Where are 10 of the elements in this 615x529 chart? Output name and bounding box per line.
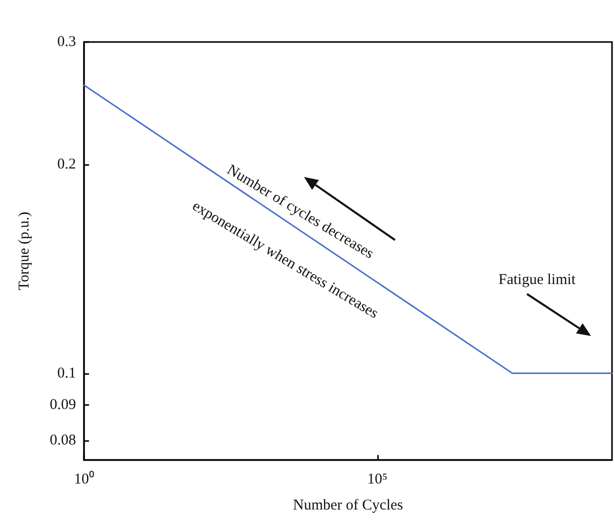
y-tick-label: 0.2	[57, 156, 76, 172]
y-tick-label: 0.09	[50, 397, 76, 414]
y-tick-label: 0.1	[57, 365, 76, 382]
x-tick-label: 10⁵	[367, 472, 388, 488]
y-tick-label: 0.08	[50, 432, 76, 449]
y-axis-title: Torque (p.u.)	[16, 212, 32, 290]
x-tick-label: 10⁰	[74, 470, 94, 488]
x-axis-title: Number of Cycles	[293, 498, 404, 514]
annotation: Fatigue limit	[498, 272, 576, 288]
y-tick-label: 0.3	[57, 34, 76, 50]
